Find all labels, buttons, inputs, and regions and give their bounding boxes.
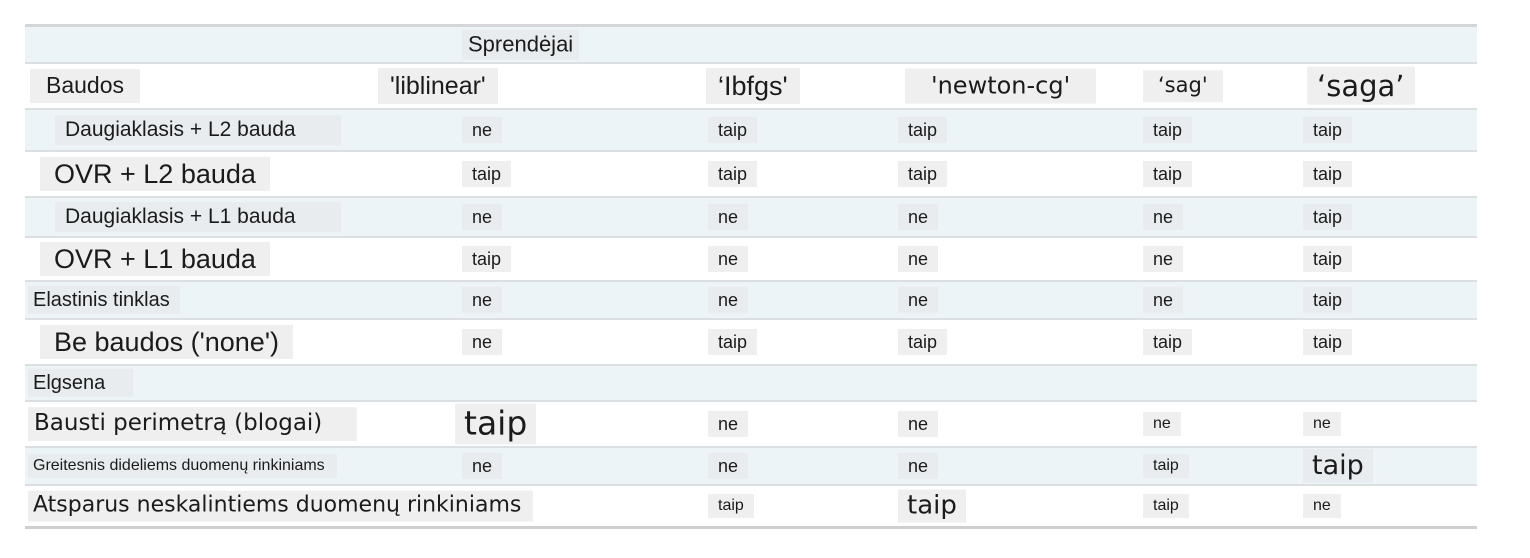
- table-row: Be baudos ('none') ne taip taip taip tai…: [25, 320, 1477, 366]
- row-label: OVR + L2 bauda: [40, 156, 270, 192]
- cell-sag: taip: [1143, 328, 1193, 356]
- table-row: Atsparus neskalintiems duomenų rinkiniam…: [25, 486, 1477, 526]
- row-label: Be baudos ('none'): [40, 324, 293, 360]
- cell-lbfgs: ne: [708, 286, 749, 314]
- cell-liblinear: taip: [462, 245, 512, 273]
- cell-sag: ne: [1143, 203, 1184, 231]
- row-label: Daugiaklasis + L2 bauda: [55, 115, 341, 145]
- cell-sag: taip: [1143, 494, 1189, 518]
- cell-newton-cg: taip: [898, 489, 966, 523]
- cell-newton-cg: ne: [898, 410, 939, 438]
- cell-lbfgs: taip: [708, 328, 758, 356]
- cell-liblinear: taip: [462, 160, 512, 188]
- cell-saga: taip: [1303, 203, 1353, 231]
- cell-newton-cg: ne: [898, 452, 939, 480]
- cell-lbfgs: ne: [708, 203, 749, 231]
- cell-newton-cg: taip: [898, 328, 948, 356]
- cell-sag: ne: [1143, 412, 1181, 436]
- cell-lbfgs: taip: [708, 160, 758, 188]
- table-row: Greitesnis dideliems duomenų rinkiniams …: [25, 448, 1477, 486]
- cell-sag: taip: [1143, 454, 1189, 478]
- column-header-newton-cg: 'newton-cg': [905, 68, 1097, 104]
- cell-lbfgs: taip: [708, 494, 754, 518]
- cell-lbfgs: ne: [708, 452, 749, 480]
- table-row: Daugiaklasis + L1 bauda ne ne ne ne taip: [25, 198, 1477, 238]
- column-header-saga: ‘saga’: [1307, 66, 1415, 106]
- cell-newton-cg: taip: [898, 160, 948, 188]
- table-row: Elastinis tinklas ne ne ne ne taip: [25, 282, 1477, 320]
- cell-saga: taip: [1303, 448, 1373, 484]
- cell-liblinear: ne: [462, 452, 503, 480]
- row-label: Greitesnis dideliems duomenų rinkiniams: [28, 454, 337, 478]
- cell-saga: taip: [1303, 116, 1353, 144]
- cell-newton-cg: taip: [898, 116, 948, 144]
- column-header-liblinear: 'liblinear': [378, 68, 498, 104]
- table-row: OVR + L2 bauda taip taip taip taip taip: [25, 152, 1477, 198]
- cell-liblinear: ne: [462, 286, 503, 314]
- solver-comparison-table: Sprendėjai Baudos 'liblinear' ‘Ibfgs' 'n…: [25, 24, 1477, 529]
- row-label: Bausti perimetrą (blogai): [28, 407, 358, 441]
- cell-sag: ne: [1143, 286, 1184, 314]
- cell-liblinear: ne: [462, 203, 503, 231]
- cell-newton-cg: ne: [898, 286, 939, 314]
- cell-liblinear: ne: [462, 328, 503, 356]
- column-header-lbfgs: ‘Ibfgs': [706, 67, 800, 105]
- table-row: OVR + L1 bauda taip ne ne ne taip: [25, 238, 1477, 282]
- cell-saga: taip: [1303, 160, 1353, 188]
- section-header-label: Elgsena: [28, 368, 134, 398]
- row-label: Daugiaklasis + L1 bauda: [55, 202, 341, 232]
- cell-newton-cg: ne: [898, 245, 939, 273]
- cell-saga: ne: [1303, 494, 1341, 518]
- table-row-group-header: Sprendėjai: [25, 27, 1477, 64]
- cell-newton-cg: ne: [898, 203, 939, 231]
- cell-sag: taip: [1143, 160, 1193, 188]
- cell-sag: ne: [1143, 245, 1184, 273]
- cell-saga: ne: [1303, 412, 1341, 436]
- row-label: Atsparus neskalintiems duomenų rinkiniam…: [28, 490, 534, 522]
- table-header-row: Baudos 'liblinear' ‘Ibfgs' 'newton-cg' ‘…: [25, 64, 1477, 110]
- cell-liblinear: ne: [462, 116, 503, 144]
- table-row: Bausti perimetrą (blogai) taip ne ne ne …: [25, 402, 1477, 448]
- column-header-sag: ‘sag': [1143, 70, 1223, 102]
- group-header-label: Sprendėjai: [462, 29, 580, 60]
- table-row: Daugiaklasis + L2 bauda ne taip taip tai…: [25, 110, 1477, 152]
- cell-liblinear: taip: [455, 403, 537, 445]
- cell-saga: taip: [1303, 286, 1353, 314]
- cell-sag: taip: [1143, 116, 1193, 144]
- cell-lbfgs: ne: [708, 245, 749, 273]
- cell-lbfgs: ne: [708, 410, 749, 438]
- corner-header-label: Baudos: [30, 69, 141, 103]
- cell-lbfgs: taip: [708, 116, 758, 144]
- cell-saga: taip: [1303, 245, 1353, 273]
- cell-saga: taip: [1303, 328, 1353, 356]
- row-label: OVR + L1 bauda: [40, 241, 270, 277]
- row-label: Elastinis tinklas: [28, 285, 180, 315]
- table-row-section-header: Elgsena: [25, 366, 1477, 402]
